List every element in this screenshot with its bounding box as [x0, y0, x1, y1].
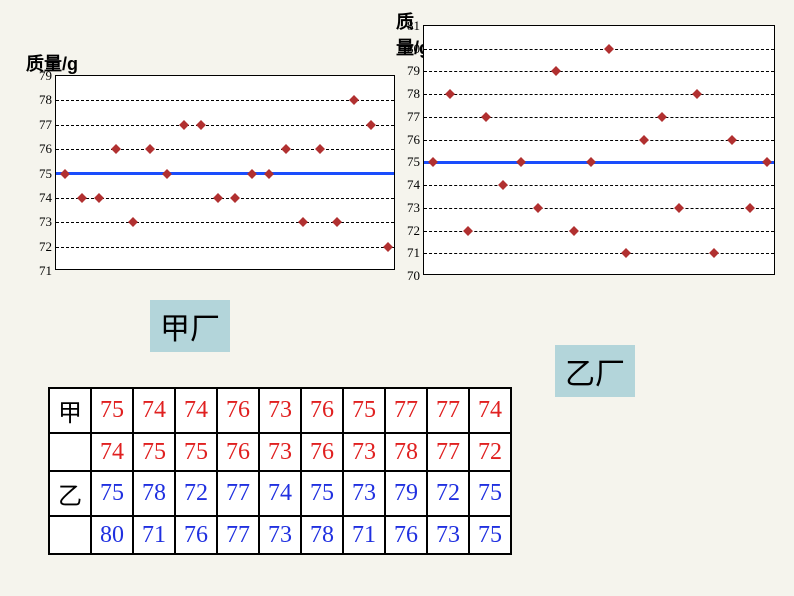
data-point [569, 226, 579, 236]
data-point [383, 242, 393, 252]
table-cell: 74 [133, 388, 175, 433]
table-cell: 71 [133, 516, 175, 554]
data-point [727, 135, 737, 145]
data-point [481, 112, 491, 122]
gridline [424, 71, 774, 72]
table-cell: 79 [385, 471, 427, 516]
data-point [551, 67, 561, 77]
data-point [516, 157, 526, 167]
table-cell: 77 [217, 516, 259, 554]
ytick-label: 79 [407, 63, 420, 79]
table-cell: 78 [301, 516, 343, 554]
data-point [498, 180, 508, 190]
table-cell: 76 [217, 433, 259, 471]
data-point [762, 157, 772, 167]
table-row: 74757576737673787772 [49, 433, 511, 471]
table-row: 80717677737871767375 [49, 516, 511, 554]
table-cell: 76 [301, 433, 343, 471]
table-cell: 73 [343, 471, 385, 516]
ytick-label: 78 [407, 86, 420, 102]
table-cell: 77 [217, 471, 259, 516]
ytick-label: 75 [407, 154, 420, 170]
gridline [424, 253, 774, 254]
table-cell: 75 [301, 471, 343, 516]
ytick-label: 71 [407, 245, 420, 261]
row-header [49, 516, 91, 554]
ytick-label: 74 [407, 177, 420, 193]
table-cell: 72 [175, 471, 217, 516]
data-point [366, 120, 376, 130]
ytick-label: 72 [407, 223, 420, 239]
data-point [604, 44, 614, 54]
gridline [424, 117, 774, 118]
data-point [621, 248, 631, 258]
data-point [709, 248, 719, 258]
ytick-label: 80 [407, 41, 420, 57]
table-cell: 75 [469, 471, 511, 516]
table-cell: 76 [175, 516, 217, 554]
data-point [674, 203, 684, 213]
gridline [424, 231, 774, 232]
table-cell: 73 [259, 516, 301, 554]
table-cell: 74 [91, 433, 133, 471]
yi-factory-label: 乙厂 [555, 345, 635, 397]
gridline [424, 140, 774, 141]
ytick-label: 71 [39, 263, 52, 279]
table-cell: 72 [427, 471, 469, 516]
data-point [533, 203, 543, 213]
gridline [424, 185, 774, 186]
data-point [745, 203, 755, 213]
data-point [586, 157, 596, 167]
data-point [657, 112, 667, 122]
chart-plot-area: 707172737475767778798081 [423, 25, 775, 275]
data-point [428, 157, 438, 167]
ytick-label: 73 [407, 200, 420, 216]
table-cell: 73 [259, 388, 301, 433]
gridline [424, 208, 774, 209]
table-cell: 75 [91, 471, 133, 516]
right-chart: 质量/g707172737475767778798081 [0, 0, 352, 250]
ytick-label: 70 [407, 268, 420, 284]
table-cell: 74 [175, 388, 217, 433]
mean-line [424, 161, 774, 164]
table-cell: 76 [301, 388, 343, 433]
table-cell: 72 [469, 433, 511, 471]
table-cell: 77 [427, 433, 469, 471]
table-cell: 75 [469, 516, 511, 554]
table-cell: 76 [217, 388, 259, 433]
data-point [639, 135, 649, 145]
gridline [424, 94, 774, 95]
jia-factory-label: 甲厂 [150, 300, 230, 352]
ytick-label: 81 [407, 18, 420, 34]
row-header: 甲 [49, 388, 91, 433]
table-cell: 78 [133, 471, 175, 516]
table-cell: 74 [259, 471, 301, 516]
table-cell: 71 [343, 516, 385, 554]
table-cell: 78 [385, 433, 427, 471]
table-cell: 73 [427, 516, 469, 554]
ytick-label: 77 [407, 109, 420, 125]
table-cell: 75 [91, 388, 133, 433]
table-cell: 75 [343, 388, 385, 433]
row-header [49, 433, 91, 471]
table-cell: 74 [469, 388, 511, 433]
table-cell: 77 [427, 388, 469, 433]
data-point [692, 89, 702, 99]
table-row: 甲75747476737675777774 [49, 388, 511, 433]
gridline [424, 49, 774, 50]
data-table: 甲75747476737675777774 747575767376737877… [48, 387, 512, 555]
table-cell: 75 [175, 433, 217, 471]
table-cell: 73 [259, 433, 301, 471]
row-header: 乙 [49, 471, 91, 516]
table-cell: 73 [343, 433, 385, 471]
table-cell: 80 [91, 516, 133, 554]
table-cell: 77 [385, 388, 427, 433]
table-cell: 76 [385, 516, 427, 554]
ytick-label: 76 [407, 132, 420, 148]
table-row: 乙75787277747573797275 [49, 471, 511, 516]
data-point [463, 226, 473, 236]
data-point [445, 89, 455, 99]
table-cell: 75 [133, 433, 175, 471]
